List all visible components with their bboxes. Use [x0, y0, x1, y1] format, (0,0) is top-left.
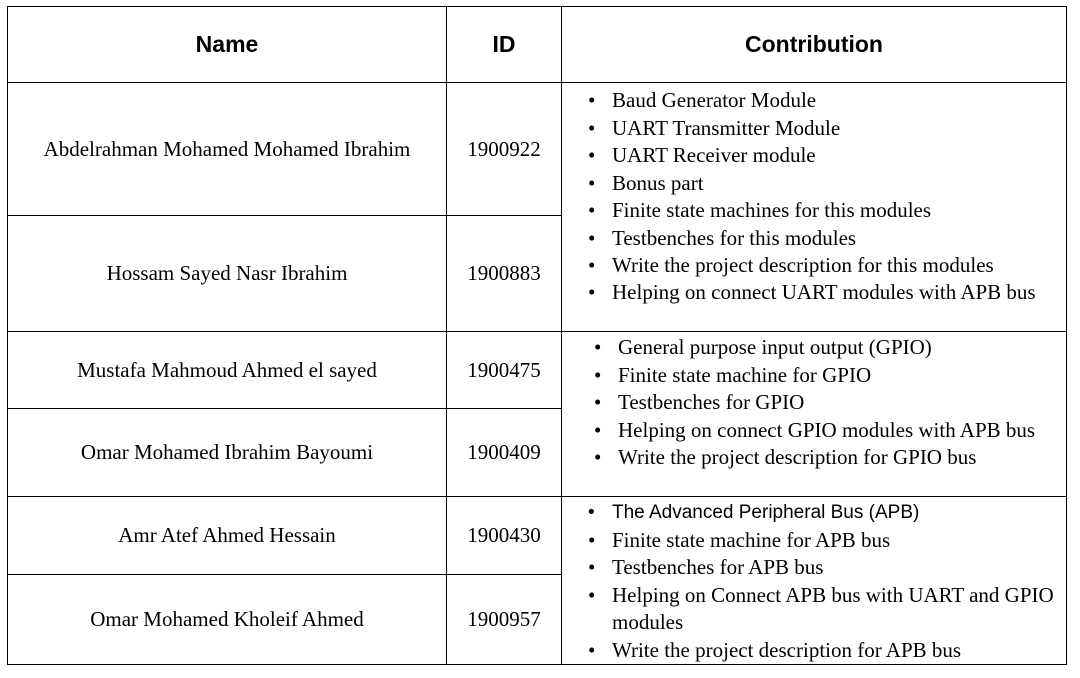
member-name: Mustafa Mahmoud Ahmed el sayed	[7, 331, 447, 409]
contribution-item: Write the project description for this m…	[586, 252, 1062, 280]
header-contribution: Contribution	[561, 6, 1067, 83]
member-name: Amr Atef Ahmed Hessain	[7, 496, 447, 575]
table-row: Amr Atef Ahmed Hessain 1900430 The Advan…	[7, 496, 1067, 665]
contribution-cell: Baud Generator Module UART Transmitter M…	[561, 82, 1067, 332]
contribution-item: Baud Generator Module	[586, 87, 1062, 115]
header-row: Name ID Contribution	[7, 6, 1067, 83]
contribution-item: Finite state machine for GPIO	[592, 362, 1062, 390]
contribution-item: Write the project description for GPIO b…	[592, 444, 1062, 472]
contribution-item: The Advanced Peripheral Bus (APB)	[586, 499, 1062, 527]
contribution-item: Helping on connect GPIO modules with APB…	[592, 417, 1062, 445]
table-row: Hossam Sayed Nasr Ibrahim 1900883	[7, 215, 1067, 332]
contribution-list: General purpose input output (GPIO) Fini…	[562, 332, 1066, 472]
member-name: Hossam Sayed Nasr Ibrahim	[7, 215, 447, 332]
header-name: Name	[7, 6, 447, 83]
member-id: 1900883	[446, 215, 562, 332]
member-id: 1900475	[446, 331, 562, 409]
contribution-item: Bonus part	[586, 170, 1062, 198]
contribution-list: Baud Generator Module UART Transmitter M…	[562, 83, 1066, 304]
table-row: Omar Mohamed Kholeif Ahmed 1900957	[7, 574, 1067, 665]
contribution-item: General purpose input output (GPIO)	[592, 334, 1062, 362]
member-id: 1900957	[446, 574, 562, 665]
contribution-list: The Advanced Peripheral Bus (APB) Finite…	[562, 497, 1066, 664]
contribution-item: UART Transmitter Module	[586, 115, 1062, 143]
contribution-cell: General purpose input output (GPIO) Fini…	[561, 331, 1067, 497]
contribution-item: Testbenches for this modules	[586, 225, 1062, 253]
member-id: 1900922	[446, 82, 562, 216]
contribution-item: Testbenches for GPIO	[592, 389, 1062, 417]
contribution-item: Write the project description for APB bu…	[586, 637, 1062, 665]
contribution-item: Helping on Connect APB bus with UART and…	[586, 582, 1062, 637]
contribution-item: Finite state machine for APB bus	[586, 527, 1062, 555]
contribution-item: Finite state machines for this modules	[586, 197, 1062, 225]
member-id: 1900430	[446, 496, 562, 575]
contribution-table: Name ID Contribution Abdelrahman Mohamed…	[7, 6, 1067, 665]
member-name: Omar Mohamed Kholeif Ahmed	[7, 574, 447, 665]
contribution-item: Testbenches for APB bus	[586, 554, 1062, 582]
table-row: Mustafa Mahmoud Ahmed el sayed 1900475 G…	[7, 331, 1067, 497]
contribution-item: UART Receiver module	[586, 142, 1062, 170]
member-name: Omar Mohamed Ibrahim Bayoumi	[7, 408, 447, 497]
contribution-item: Helping on connect UART modules with APB…	[586, 280, 1062, 304]
member-id: 1900409	[446, 408, 562, 497]
header-id: ID	[446, 6, 562, 83]
contribution-cell: The Advanced Peripheral Bus (APB) Finite…	[561, 496, 1067, 665]
member-name: Abdelrahman Mohamed Mohamed Ibrahim	[7, 82, 447, 216]
table-row: Abdelrahman Mohamed Mohamed Ibrahim 1900…	[7, 82, 1067, 332]
